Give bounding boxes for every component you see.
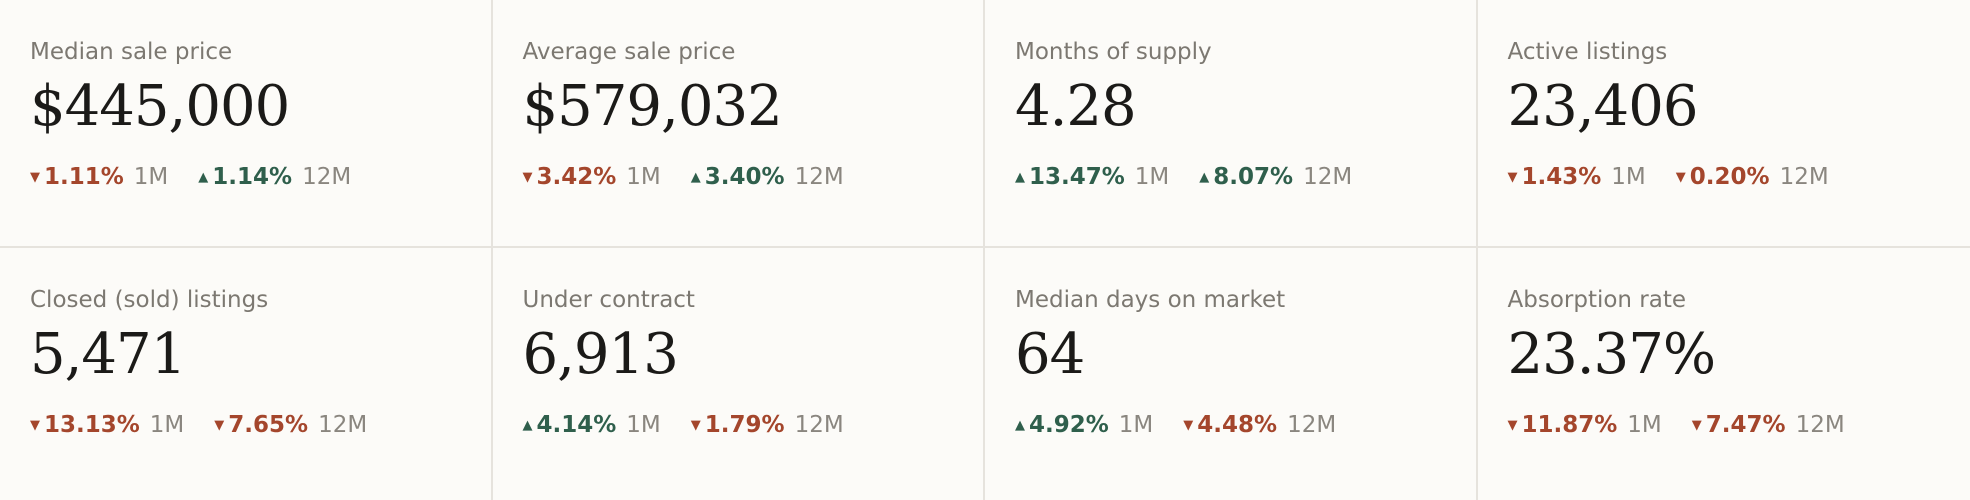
- metric-card-absorption-rate: Absorption rate 23.37% ▼ 11.87% 1M ▼ 7.4…: [1478, 248, 1970, 500]
- metric-label: Closed (sold) listings: [30, 287, 269, 313]
- change-1m: ▼ 1.43% 1M: [1508, 162, 1646, 192]
- change-percent: 0.20%: [1689, 164, 1770, 190]
- change-percent: 4.14%: [536, 412, 617, 438]
- metric-changes: ▲ 13.47% 1M ▲ 8.07% 12M: [1015, 162, 1446, 192]
- change-percent: 7.65%: [228, 412, 309, 438]
- change-percent: 1.14%: [212, 164, 293, 190]
- change-1m: ▲ 4.14% 1M: [523, 410, 661, 440]
- down-arrow-icon: ▼: [1507, 170, 1518, 185]
- change-percent: 4.92%: [1029, 412, 1109, 438]
- up-arrow-icon: ▲: [1015, 170, 1025, 185]
- change-period: 12M: [1303, 164, 1353, 190]
- change-percent: 4.48%: [1197, 412, 1278, 438]
- change-percent: 3.42%: [536, 164, 617, 190]
- change-period: 1M: [1118, 412, 1154, 438]
- down-arrow-icon: ▼: [30, 418, 40, 433]
- change-period: 12M: [1779, 164, 1829, 190]
- metric-changes: ▼ 1.43% 1M ▼ 0.20% 12M: [1508, 162, 1941, 192]
- change-12m: ▼ 4.48% 12M: [1183, 410, 1336, 440]
- metric-card-median-days-on-market: Median days on market 64 ▲ 4.92% 1M ▼ 4.…: [985, 248, 1478, 500]
- change-1m: ▼ 3.42% 1M: [523, 162, 661, 192]
- change-12m: ▼ 7.47% 12M: [1692, 410, 1845, 440]
- metric-card-closed-listings: Closed (sold) listings 5,471 ▼ 13.13% 1M…: [0, 248, 493, 500]
- metric-label: Median sale price: [30, 39, 233, 65]
- change-12m: ▲ 1.14% 12M: [198, 162, 351, 192]
- down-arrow-icon: ▼: [522, 170, 533, 185]
- change-period: 1M: [133, 164, 169, 190]
- change-period: 1M: [1611, 164, 1646, 190]
- metric-value: $445,000: [30, 74, 290, 139]
- metric-card-active-listings: Active listings 23,406 ▼ 1.43% 1M ▼ 0.20…: [1477, 0, 1970, 248]
- change-period: 12M: [302, 164, 352, 190]
- change-period: 12M: [1795, 412, 1845, 438]
- change-period: 12M: [318, 412, 368, 438]
- change-percent: 13.47%: [1029, 164, 1125, 190]
- change-1m: ▼ 1.11% 1M: [30, 162, 168, 192]
- metric-card-average-sale-price: Average sale price $579,032 ▼ 3.42% 1M ▲…: [492, 0, 985, 248]
- metric-label: Under contract: [522, 287, 695, 313]
- change-percent: 8.07%: [1213, 164, 1294, 190]
- metric-label: Absorption rate: [1507, 287, 1687, 313]
- metric-value: 4.28: [1015, 74, 1137, 139]
- change-period: 12M: [794, 164, 844, 190]
- down-arrow-icon: ▼: [1183, 418, 1194, 433]
- change-1m: ▲ 13.47% 1M: [1015, 162, 1169, 192]
- metric-value: 23,406: [1507, 74, 1699, 139]
- change-period: 1M: [626, 412, 661, 438]
- down-arrow-icon: ▼: [1507, 418, 1518, 433]
- down-arrow-icon: ▼: [30, 170, 40, 185]
- down-arrow-icon: ▼: [690, 418, 701, 433]
- metric-value: 6,913: [522, 322, 679, 387]
- change-percent: 1.79%: [704, 412, 785, 438]
- change-percent: 13.13%: [44, 412, 140, 438]
- metric-changes: ▼ 11.87% 1M ▼ 7.47% 12M: [1508, 410, 1941, 440]
- metric-changes: ▼ 13.13% 1M ▼ 7.65% 12M: [30, 410, 461, 440]
- change-period: 1M: [149, 412, 185, 438]
- up-arrow-icon: ▲: [198, 170, 209, 185]
- metric-changes: ▼ 3.42% 1M ▲ 3.40% 12M: [523, 162, 954, 192]
- metric-label: Active listings: [1507, 39, 1668, 65]
- change-period: 12M: [1287, 412, 1337, 438]
- change-12m: ▲ 3.40% 12M: [691, 162, 844, 192]
- down-arrow-icon: ▼: [1675, 170, 1686, 185]
- metric-value: 5,471: [30, 322, 186, 387]
- metric-changes: ▲ 4.92% 1M ▼ 4.48% 12M: [1015, 410, 1446, 440]
- down-arrow-icon: ▼: [1691, 418, 1702, 433]
- metric-card-under-contract: Under contract 6,913 ▲ 4.14% 1M ▼ 1.79% …: [493, 248, 985, 500]
- change-12m: ▼ 7.65% 12M: [214, 410, 367, 440]
- metric-label: Median days on market: [1015, 287, 1286, 313]
- up-arrow-icon: ▲: [690, 170, 701, 185]
- change-12m: ▼ 0.20% 12M: [1676, 162, 1829, 192]
- metric-label: Months of supply: [1015, 39, 1212, 65]
- up-arrow-icon: ▲: [522, 418, 533, 433]
- change-period: 1M: [1627, 412, 1662, 438]
- metric-value: 64: [1015, 322, 1085, 387]
- metric-value: 23.37%: [1507, 322, 1717, 387]
- change-period: 1M: [1134, 164, 1170, 190]
- change-12m: ▲ 8.07% 12M: [1199, 162, 1352, 192]
- change-percent: 1.11%: [44, 164, 124, 190]
- change-1m: ▼ 13.13% 1M: [30, 410, 184, 440]
- change-1m: ▼ 11.87% 1M: [1508, 410, 1662, 440]
- metric-card-median-sale-price: Median sale price $445,000 ▼ 1.11% 1M ▲ …: [0, 0, 493, 248]
- change-percent: 7.47%: [1705, 412, 1786, 438]
- up-arrow-icon: ▲: [1015, 418, 1025, 433]
- metric-changes: ▲ 4.14% 1M ▼ 1.79% 12M: [523, 410, 954, 440]
- metric-label: Average sale price: [522, 39, 736, 65]
- change-percent: 1.43%: [1521, 164, 1602, 190]
- change-period: 12M: [794, 412, 844, 438]
- up-arrow-icon: ▲: [1199, 170, 1210, 185]
- change-12m: ▼ 1.79% 12M: [691, 410, 844, 440]
- metric-changes: ▼ 1.11% 1M ▲ 1.14% 12M: [30, 162, 461, 192]
- change-percent: 3.40%: [704, 164, 785, 190]
- change-1m: ▲ 4.92% 1M: [1015, 410, 1153, 440]
- change-period: 1M: [626, 164, 661, 190]
- down-arrow-icon: ▼: [214, 418, 225, 433]
- metric-card-months-of-supply: Months of supply 4.28 ▲ 13.47% 1M ▲ 8.07…: [985, 0, 1478, 248]
- metric-value: $579,032: [522, 74, 783, 139]
- change-percent: 11.87%: [1521, 412, 1618, 438]
